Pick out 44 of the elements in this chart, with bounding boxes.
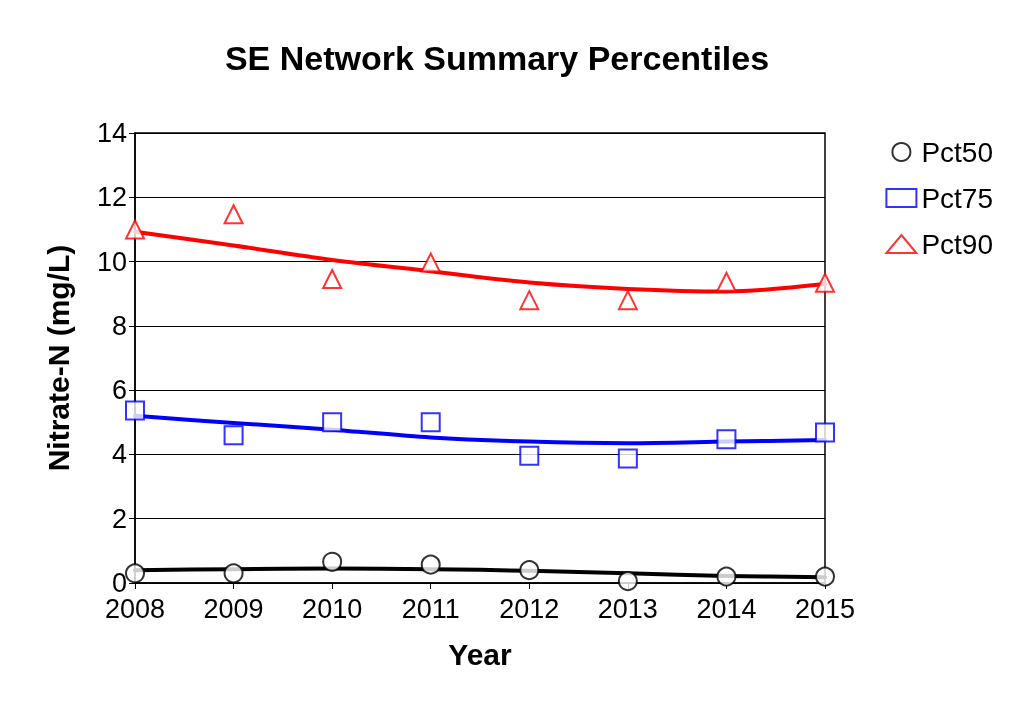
point: [420, 252, 441, 273]
y-tick-label: 14: [96, 118, 127, 148]
point: [617, 448, 638, 469]
point: [223, 425, 244, 446]
point: [223, 563, 244, 584]
point: [617, 290, 638, 311]
point: [617, 571, 638, 592]
point: [322, 268, 343, 289]
point: [420, 554, 441, 575]
legend-label: Pct90: [921, 228, 994, 260]
x-tick-label: 2015: [794, 593, 856, 624]
point: [815, 422, 835, 443]
x-tick-label: 2010: [302, 593, 363, 624]
point: [125, 563, 145, 584]
y-axis-title: Nitrate-N (mg/L): [41, 244, 75, 472]
y-tick-label: 4: [111, 439, 127, 470]
y-tick-label: 12: [96, 182, 127, 213]
point: [322, 412, 343, 433]
x-tick-label: 2012: [499, 593, 560, 624]
point: [519, 290, 540, 311]
x-tick-label: 2014: [696, 593, 757, 624]
point: [716, 429, 737, 450]
point: [420, 412, 441, 433]
chart-title: SE Network Summary Percentiles: [224, 39, 770, 77]
point: [223, 204, 244, 225]
point: [716, 271, 737, 292]
point: [815, 272, 835, 293]
x-tick-label: 2009: [203, 593, 264, 624]
point: [322, 551, 343, 572]
point: [125, 400, 145, 421]
legend-label: Pct75: [921, 182, 994, 214]
y-tick-label: 10: [96, 246, 127, 277]
x-axis-title: Year: [448, 637, 513, 671]
point: [125, 219, 145, 240]
point: [519, 445, 540, 466]
point: [716, 566, 737, 587]
legend-label: Pct50: [921, 136, 994, 168]
y-tick-label: 8: [111, 310, 127, 341]
y-tick-label: 2: [111, 503, 127, 534]
y-tick-label: 6: [111, 375, 127, 406]
point: [815, 566, 835, 587]
x-tick-label: 2011: [401, 593, 460, 624]
x-tick-label: 2013: [597, 593, 658, 624]
point: [519, 560, 540, 581]
